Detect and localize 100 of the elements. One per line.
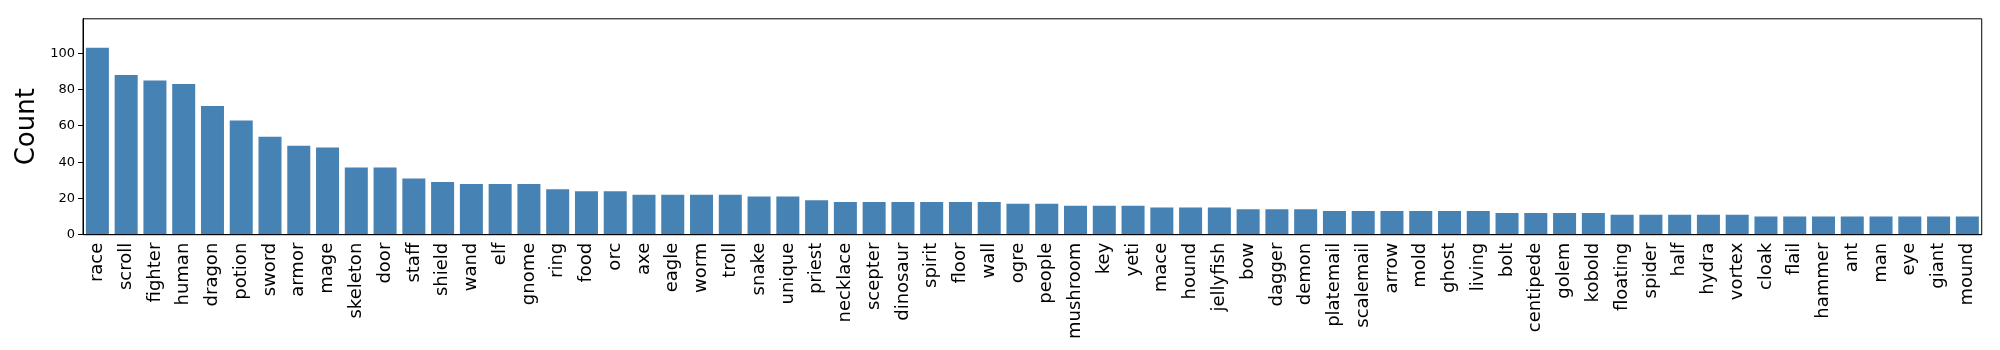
x-tick-label: gnome <box>516 242 538 306</box>
x-tick-label: hydra <box>1696 242 1718 295</box>
x-tick-label: troll <box>717 242 739 278</box>
bar <box>1927 216 1951 235</box>
x-tick-label: staff <box>401 242 423 283</box>
x-tick-label: flail <box>1782 242 1804 276</box>
bar <box>1581 212 1605 235</box>
x-tick-label: wall <box>976 242 998 279</box>
x-tick-label: giant <box>1926 242 1948 289</box>
bar <box>1236 209 1260 235</box>
bar <box>1035 203 1059 235</box>
bar <box>690 194 714 235</box>
x-tick-label: dagger <box>1264 242 1286 307</box>
bar <box>488 183 512 235</box>
bar <box>747 196 771 235</box>
bar <box>258 136 282 235</box>
bar <box>603 191 627 235</box>
bar <box>1092 205 1116 235</box>
x-tick-label: cloak <box>1753 242 1775 291</box>
x-tick-label: eye <box>1897 242 1919 276</box>
x-tick-label: kobold <box>1581 242 1603 303</box>
x-tick-label: potion <box>228 242 250 300</box>
x-tick-label: ring <box>545 242 567 278</box>
bar <box>1294 209 1318 235</box>
x-tick-label: floor <box>948 242 970 284</box>
bar <box>632 194 656 235</box>
x-tick-label: jellyfish <box>1207 242 1229 313</box>
bar <box>344 167 368 235</box>
bar <box>1524 212 1548 235</box>
x-tick-label: floating <box>1609 242 1631 311</box>
x-tick-label: vortex <box>1724 242 1746 301</box>
y-tick-label: 80 <box>58 80 76 96</box>
x-tick-label: dragon <box>200 242 222 307</box>
bar <box>948 202 972 235</box>
bar <box>459 183 483 235</box>
x-tick-label: people <box>1034 242 1056 304</box>
bar <box>891 202 915 235</box>
bar <box>1121 205 1145 235</box>
x-tick-label: ghost <box>1437 242 1459 293</box>
x-tick-label: elf <box>487 242 509 266</box>
x-tick-label: hound <box>1178 242 1200 300</box>
x-tick-label: eagle <box>660 242 682 293</box>
x-tick-label: scalemail <box>1350 242 1372 328</box>
bar <box>1380 211 1404 235</box>
bar <box>1064 205 1088 235</box>
bar <box>1668 214 1692 235</box>
x-tick-label: priest <box>804 242 826 295</box>
bar <box>1438 211 1462 235</box>
y-tick-label: 0 <box>66 226 76 242</box>
bar <box>431 182 455 235</box>
x-tick-label: key <box>1091 242 1113 275</box>
y-axis-title: Count <box>10 88 41 166</box>
x-tick-label: human <box>171 242 193 306</box>
x-tick-label: snake <box>746 242 768 296</box>
y-tick-label: 100 <box>50 44 76 60</box>
x-tick-label: shield <box>430 242 452 296</box>
bar <box>661 194 685 235</box>
x-tick-label: fighter <box>142 242 164 303</box>
bar <box>1783 216 1807 235</box>
bar <box>172 84 196 235</box>
x-tick-label: scepter <box>861 242 883 311</box>
bar <box>977 202 1001 235</box>
bar <box>1207 207 1231 235</box>
x-tick-label: food <box>574 242 596 283</box>
bar <box>1869 216 1893 235</box>
x-tick-label: armor <box>286 242 308 297</box>
bar <box>1006 203 1030 235</box>
bar <box>1179 207 1203 235</box>
bar <box>1322 211 1346 235</box>
bar <box>805 200 829 235</box>
bar <box>1639 214 1663 235</box>
y-tick-label: 60 <box>58 117 76 133</box>
bar <box>287 145 311 235</box>
x-tick-label: arrow <box>1379 242 1401 294</box>
bar <box>862 202 886 235</box>
x-tick-label: golem <box>1552 242 1574 299</box>
bar <box>1811 216 1836 235</box>
x-tick-label: necklace <box>833 242 855 323</box>
x-tick-label: ogre <box>1005 242 1027 284</box>
x-tick-label: mace <box>1149 242 1171 293</box>
bar <box>1409 211 1433 235</box>
bar <box>402 178 426 235</box>
bar <box>574 191 598 235</box>
bar <box>1351 211 1375 235</box>
x-tick-label: scroll <box>113 242 135 290</box>
x-tick-label: race <box>85 242 107 283</box>
x-tick-label: dinosaur <box>890 242 912 321</box>
bar <box>1610 214 1634 235</box>
x-tick-label: bow <box>1235 242 1257 280</box>
bar <box>373 167 397 235</box>
x-tick-label: mushroom <box>1063 242 1085 339</box>
x-tick-label: mage <box>315 242 337 294</box>
bar <box>1466 211 1490 235</box>
x-tick-label: unique <box>775 242 797 305</box>
x-tick-label: half <box>1667 242 1689 277</box>
bar <box>776 196 800 235</box>
x-tick-label: spider <box>1638 242 1660 299</box>
x-tick-label: orc <box>602 242 624 271</box>
bar <box>114 75 138 235</box>
bar <box>85 47 109 235</box>
